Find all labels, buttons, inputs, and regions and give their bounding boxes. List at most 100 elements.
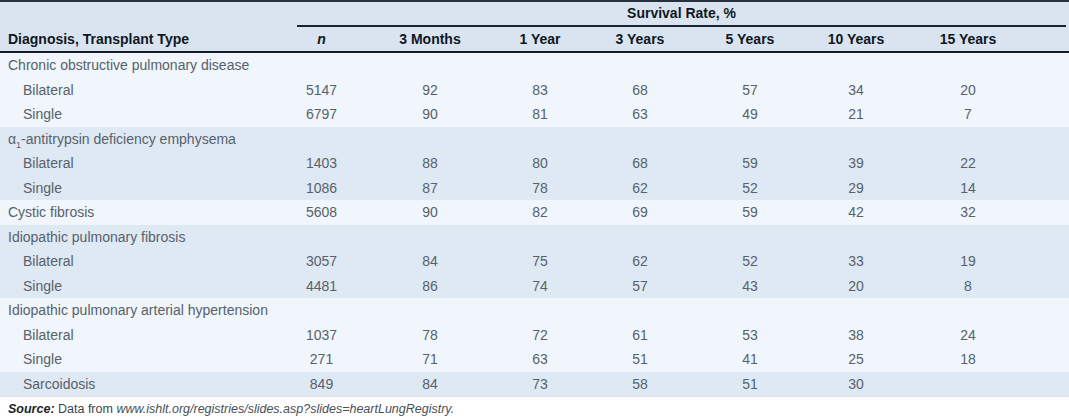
diagnosis-label: Single — [23, 180, 62, 196]
col-10-years: 10 Years — [800, 27, 912, 52]
value-cell-1-year: 72 — [500, 323, 580, 348]
table-header: Survival Rate, % Diagnosis, Transplant T… — [0, 1, 1069, 52]
n-cell: 849 — [283, 372, 360, 397]
value-cell-10-years: 21 — [800, 102, 912, 127]
value-cell-3-years: 62 — [580, 176, 700, 201]
diagnosis-cell: Single — [0, 176, 283, 201]
diagnosis-cell: Single — [0, 274, 283, 299]
value-cell-1-year: 81 — [500, 102, 580, 127]
n-cell: 1086 — [283, 176, 360, 201]
n-cell: 1403 — [283, 151, 360, 176]
source-label: Source: — [8, 402, 55, 416]
col-5-years: 5 Years — [700, 27, 800, 52]
n-cell — [283, 52, 360, 78]
col-n: n — [283, 27, 360, 52]
value-cell-3-months — [360, 298, 500, 323]
table-row: Chronic obstructive pulmonary disease — [0, 52, 1069, 78]
col-3-months: 3 Months — [360, 27, 500, 52]
row-right-spacer — [1024, 176, 1069, 201]
value-cell-10-years: 38 — [800, 323, 912, 348]
value-cell-15-years: 24 — [912, 323, 1024, 348]
value-cell-3-years: 68 — [580, 78, 700, 103]
row-right-spacer — [1024, 372, 1069, 397]
value-cell-1-year — [500, 52, 580, 78]
diagnosis-cell: Bilateral — [0, 78, 283, 103]
diagnosis-cell: Idiopathic pulmonary fibrosis — [0, 225, 283, 250]
row-right-spacer — [1024, 151, 1069, 176]
value-cell-15-years: 8 — [912, 274, 1024, 299]
value-cell-10-years: 42 — [800, 200, 912, 225]
row-right-spacer — [1024, 274, 1069, 299]
value-cell-5-years: 41 — [700, 347, 800, 372]
spanner-spacer — [0, 1, 283, 27]
table-body: Chronic obstructive pulmonary disease Bi… — [0, 52, 1069, 397]
diagnosis-label: Single — [23, 351, 62, 367]
value-cell-3-years: 68 — [580, 151, 700, 176]
value-cell-3-years: 58 — [580, 372, 700, 397]
diagnosis-label: Idiopathic pulmonary fibrosis — [8, 229, 185, 245]
table-row: Single 1086 87 78 62 52 29 14 — [0, 176, 1069, 201]
n-cell: 6797 — [283, 102, 360, 127]
source-text: Data from — [55, 402, 117, 416]
value-cell-10-years: 20 — [800, 274, 912, 299]
value-cell-5-years: 43 — [700, 274, 800, 299]
table-row: Cystic fibrosis 5608 90 82 69 59 42 32 — [0, 200, 1069, 225]
value-cell-5-years: 53 — [700, 323, 800, 348]
value-cell-5-years: 52 — [700, 249, 800, 274]
table-row: Single 4481 86 74 57 43 20 8 — [0, 274, 1069, 299]
value-cell-1-year: 75 — [500, 249, 580, 274]
col-diagnosis: Diagnosis, Transplant Type — [0, 27, 283, 52]
value-cell-3-years: 51 — [580, 347, 700, 372]
diagnosis-label: Single — [23, 278, 62, 294]
value-cell-10-years: 25 — [800, 347, 912, 372]
row-right-spacer — [1024, 102, 1069, 127]
table-row: Bilateral 5147 92 83 68 57 34 20 — [0, 78, 1069, 103]
value-cell-3-years: 61 — [580, 323, 700, 348]
table-row: Bilateral 1037 78 72 61 53 38 24 — [0, 323, 1069, 348]
value-cell-3-years: 62 — [580, 249, 700, 274]
n-cell: 3057 — [283, 249, 360, 274]
n-cell: 4481 — [283, 274, 360, 299]
value-cell-3-months: 84 — [360, 249, 500, 274]
value-cell-3-years: 57 — [580, 274, 700, 299]
value-cell-5-years — [700, 225, 800, 250]
value-cell-5-years: 51 — [700, 372, 800, 397]
column-header-row: Diagnosis, Transplant Type n 3 Months 1 … — [0, 27, 1069, 52]
value-cell-15-years: 19 — [912, 249, 1024, 274]
n-cell: 1037 — [283, 323, 360, 348]
value-cell-3-months: 88 — [360, 151, 500, 176]
value-cell-15-years — [912, 127, 1024, 152]
value-cell-1-year — [500, 127, 580, 152]
source-note: Source: Data from www.ishlt.org/registri… — [0, 397, 1069, 416]
value-cell-15-years: 18 — [912, 347, 1024, 372]
diagnosis-cell: Single — [0, 347, 283, 372]
row-right-spacer — [1024, 225, 1069, 250]
value-cell-10-years — [800, 52, 912, 78]
row-right-spacer — [1024, 52, 1069, 78]
row-right-spacer — [1024, 78, 1069, 103]
value-cell-3-years — [580, 225, 700, 250]
value-cell-15-years — [912, 298, 1024, 323]
table-row: Bilateral 3057 84 75 62 52 33 19 — [0, 249, 1069, 274]
table-row: Bilateral 1403 88 80 68 59 39 22 — [0, 151, 1069, 176]
value-cell-1-year: 73 — [500, 372, 580, 397]
value-cell-3-months: 87 — [360, 176, 500, 201]
diagnosis-cell: Bilateral — [0, 249, 283, 274]
value-cell-3-months: 92 — [360, 78, 500, 103]
value-cell-5-years: 59 — [700, 200, 800, 225]
diagnosis-label: Bilateral — [23, 82, 74, 98]
value-cell-5-years — [700, 298, 800, 323]
diagnosis-cell: Cystic fibrosis — [0, 200, 283, 225]
table-row: Idiopathic pulmonary fibrosis — [0, 225, 1069, 250]
survival-rate-table: Survival Rate, % Diagnosis, Transplant T… — [0, 0, 1069, 397]
value-cell-10-years: 29 — [800, 176, 912, 201]
value-cell-10-years: 30 — [800, 372, 912, 397]
value-cell-3-months: 90 — [360, 102, 500, 127]
value-cell-10-years — [800, 127, 912, 152]
value-cell-1-year — [500, 298, 580, 323]
value-cell-1-year: 83 — [500, 78, 580, 103]
diagnosis-label: Cystic fibrosis — [8, 204, 94, 220]
value-cell-15-years: 14 — [912, 176, 1024, 201]
spanner-cell: Survival Rate, % — [283, 1, 1069, 27]
value-cell-10-years — [800, 298, 912, 323]
